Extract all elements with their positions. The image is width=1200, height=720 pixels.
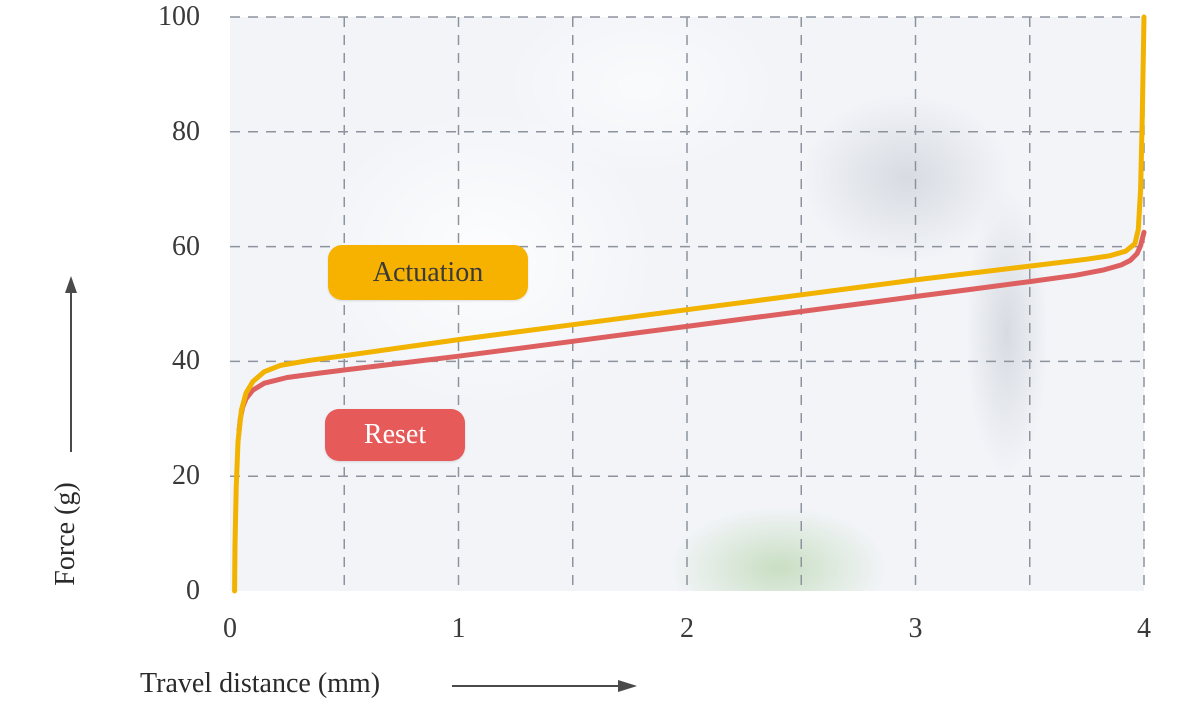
- reset-curve: [236, 229, 1147, 433]
- x-axis-title: Travel distance (mm): [140, 668, 381, 699]
- y-tick-label: 80: [172, 115, 200, 147]
- plot-area: Actuation Reset: [230, 14, 1147, 594]
- x-axis-tick-labels: 0 1 2 3 4: [223, 612, 1151, 652]
- x-tick-label: 3: [908, 613, 923, 644]
- y-axis-tick-labels: 0 20 40 60 80 100: [0, 1, 200, 606]
- x-axis-arrow-icon: [452, 680, 637, 692]
- y-tick-label: 40: [172, 345, 200, 377]
- actuation-badge: Actuation: [328, 245, 528, 300]
- y-tick-label: 100: [158, 1, 200, 32]
- x-tick-label: 0: [223, 613, 237, 644]
- y-tick-label: 0: [186, 575, 200, 606]
- y-tick-label: 60: [172, 230, 200, 262]
- y-axis-title: Force (g): [50, 482, 81, 586]
- x-tick-label: 4: [1137, 613, 1151, 644]
- reset-badge-label: Reset: [363, 419, 427, 450]
- actuation-curve: [232, 14, 1147, 594]
- y-tick-label: 20: [172, 460, 200, 492]
- chart-svg: [230, 14, 1147, 594]
- reset-badge: Reset: [325, 409, 465, 461]
- x-tick-label: 2: [680, 613, 694, 644]
- y-axis-arrow-icon: [65, 276, 77, 452]
- x-tick-label: 1: [451, 613, 466, 644]
- actuation-badge-label: Actuation: [372, 256, 484, 288]
